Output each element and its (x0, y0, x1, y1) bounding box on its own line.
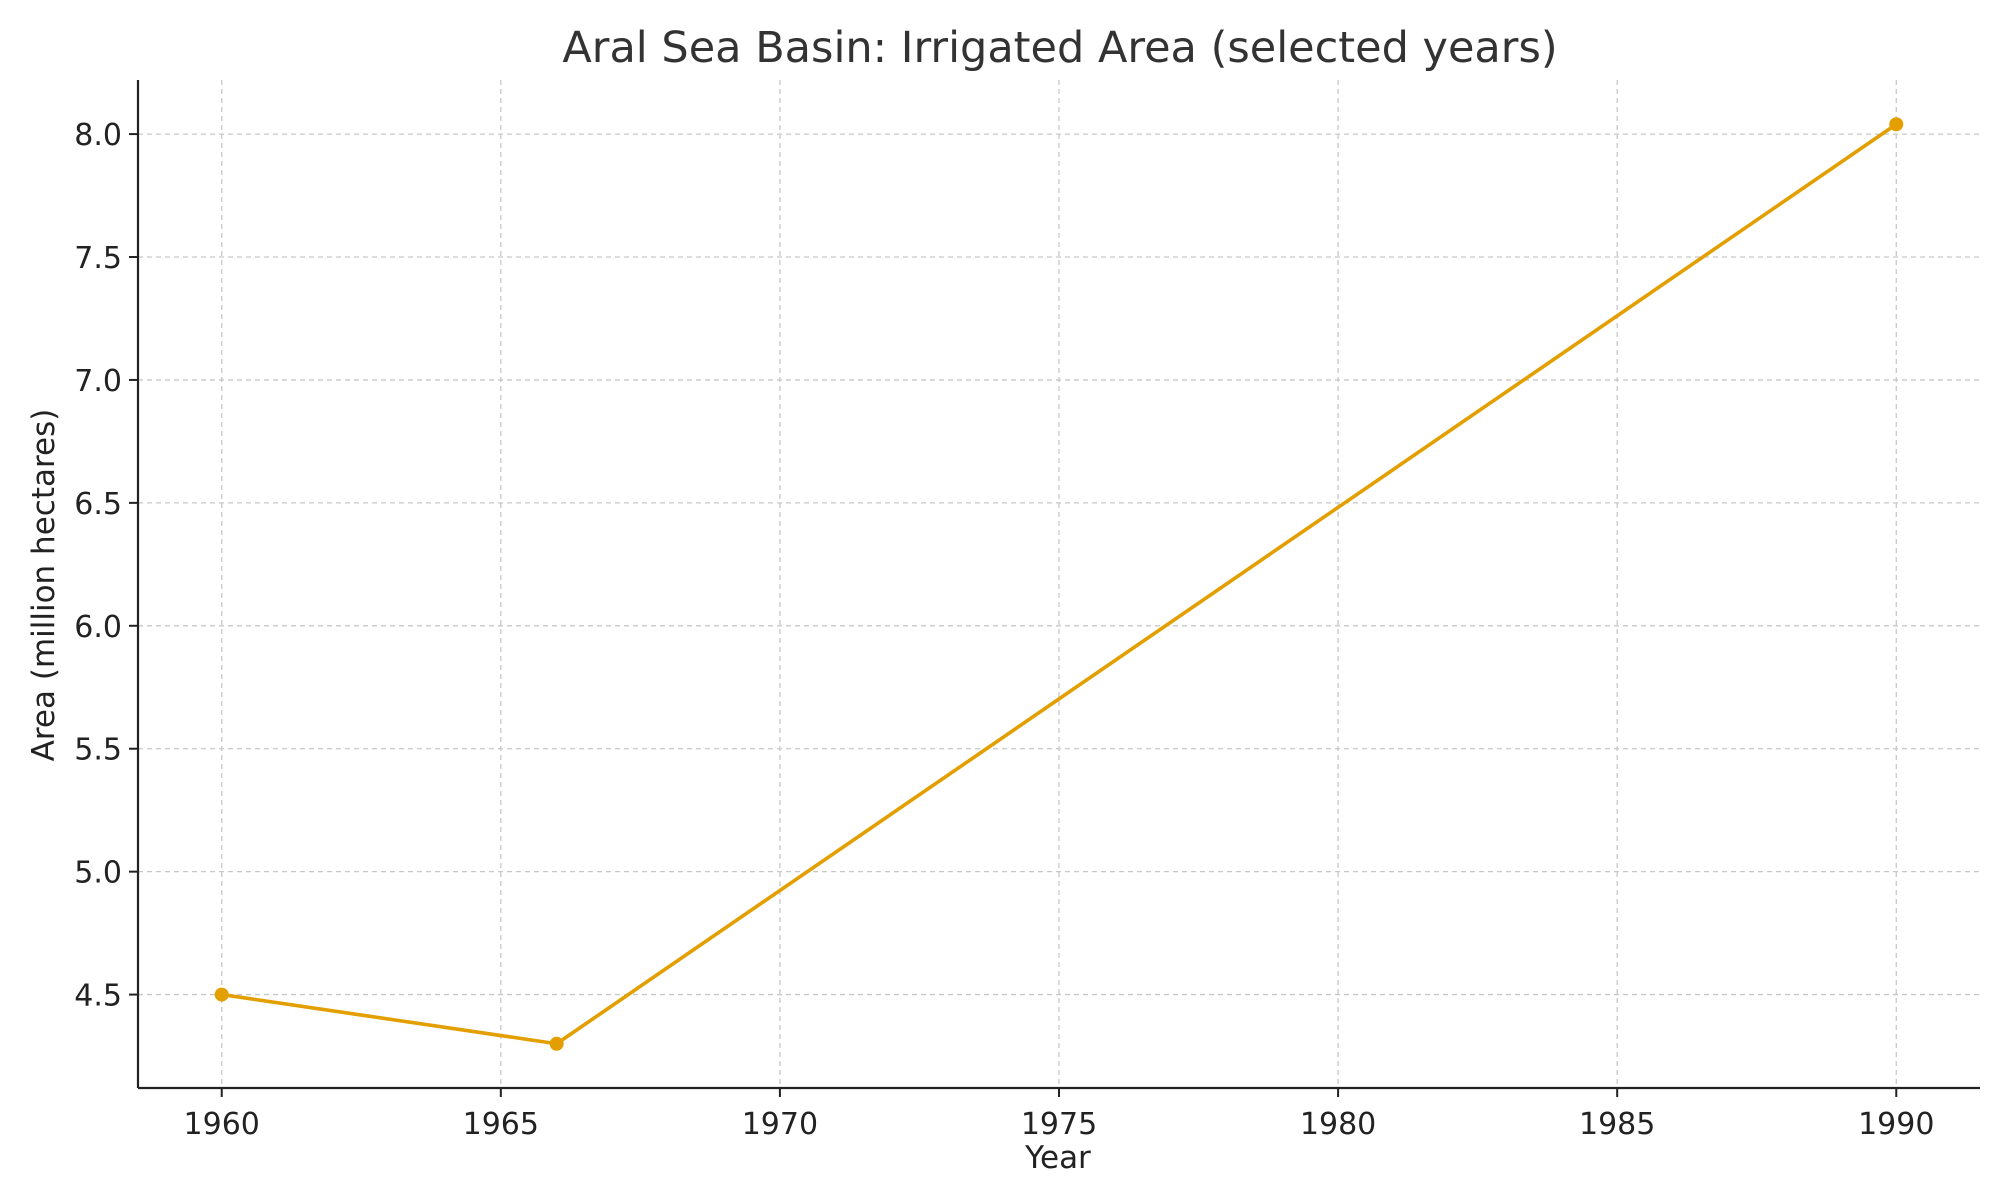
y-tick-label: 6.0 (74, 610, 122, 645)
y-tick-label: 7.5 (74, 241, 122, 276)
x-axis-ticks: 1960 1965 1970 1975 1980 1985 1990 (184, 1088, 1934, 1142)
y-tick-label: 5.5 (74, 733, 122, 768)
data-point[interactable] (214, 987, 229, 1002)
y-tick-label: 4.5 (74, 979, 122, 1014)
x-tick-label: 1985 (1579, 1107, 1655, 1142)
y-tick-label: 8.0 (74, 118, 122, 153)
y-axis-ticks: 4.5 5.0 5.5 6.0 6.5 7.0 7.5 8.0 (74, 118, 138, 1014)
y-tick-label: 7.0 (74, 364, 122, 399)
y-tick-label: 6.5 (74, 487, 122, 522)
series-group (214, 117, 1904, 1051)
chart-title: Aral Sea Basin: Irrigated Area (selected… (562, 23, 1557, 73)
y-tick-label: 5.0 (74, 856, 122, 891)
x-tick-label: 1970 (742, 1107, 818, 1142)
x-tick-label: 1975 (1021, 1107, 1097, 1142)
y-axis-title: Area (million hectares) (26, 409, 62, 762)
x-axis-title: Year (1024, 1140, 1091, 1176)
data-point[interactable] (549, 1036, 564, 1051)
x-tick-label: 1965 (463, 1107, 539, 1142)
x-tick-label: 1980 (1300, 1107, 1376, 1142)
data-point[interactable] (1889, 117, 1904, 132)
x-tick-label: 1960 (184, 1107, 260, 1142)
x-tick-label: 1990 (1858, 1107, 1934, 1142)
grid (138, 80, 1980, 1088)
